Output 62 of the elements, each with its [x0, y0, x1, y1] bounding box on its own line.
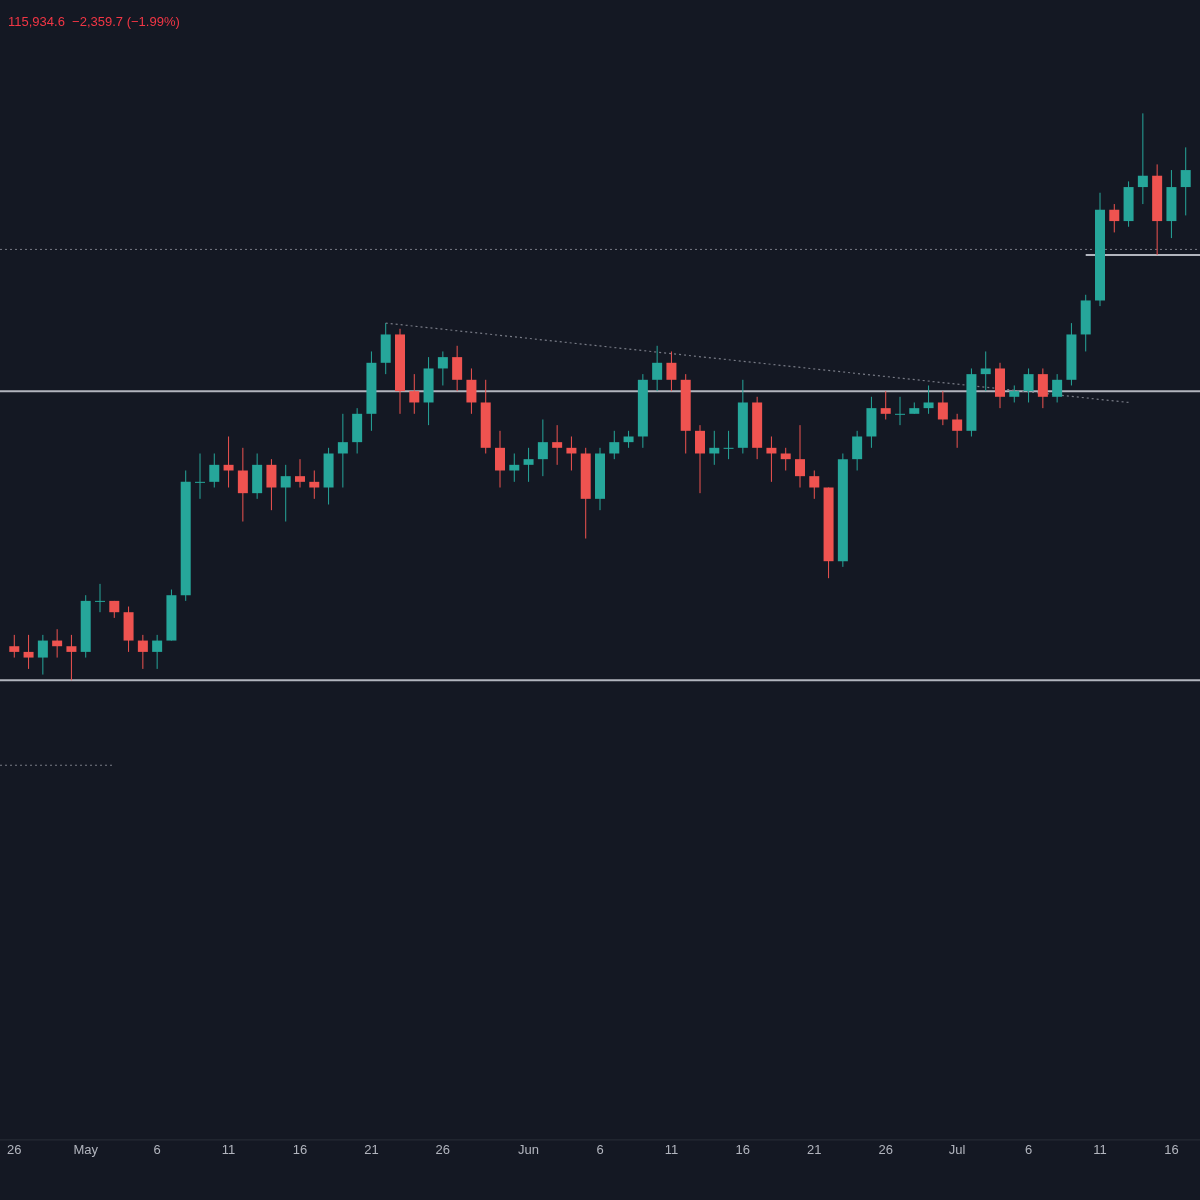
x-tick-label: Jul — [948, 1141, 966, 1157]
candlestick — [195, 452, 205, 500]
candlestick — [466, 367, 477, 415]
x-tick-label: May — [73, 1141, 99, 1157]
candlestick — [409, 373, 420, 415]
candlestick — [209, 452, 220, 488]
candlestick — [795, 424, 805, 488]
x-tick-label: 6 — [596, 1141, 604, 1157]
candlestick — [337, 413, 348, 488]
candlestick — [95, 583, 105, 613]
x-tick-label: 21 — [364, 1141, 379, 1157]
candlestick — [552, 424, 563, 466]
candlestick — [1109, 203, 1120, 233]
candlestick — [23, 634, 34, 670]
x-tick-label: 26 — [7, 1141, 22, 1157]
candlestick — [695, 424, 705, 494]
candlestick — [280, 464, 291, 523]
x-tick-label: 21 — [807, 1141, 822, 1157]
candlestick — [880, 390, 891, 420]
candlestick — [266, 458, 277, 511]
x-tick-label: 26 — [435, 1141, 451, 1157]
x-tick-label: 16 — [1164, 1141, 1179, 1157]
candlestick — [452, 345, 463, 392]
x-tick-label: 26 — [878, 1141, 893, 1157]
candlestick — [980, 350, 991, 392]
candlestick — [523, 447, 534, 483]
candlestick — [1052, 373, 1063, 403]
candlestick — [937, 390, 948, 426]
candlestick — [66, 634, 77, 681]
annotation: 115,934.6 −2,359.7 (−1.99%) — [8, 14, 180, 29]
candlestick — [309, 470, 320, 500]
x-tick-label: Jun — [518, 1141, 540, 1157]
candlestick — [1037, 367, 1048, 409]
candlestick — [809, 470, 820, 500]
candlestick — [137, 634, 148, 670]
x-tick-label: 11 — [664, 1141, 679, 1157]
candlestick — [1180, 146, 1191, 216]
candlestick — [495, 430, 505, 488]
candlestick — [952, 413, 963, 449]
candlestick — [1023, 367, 1034, 403]
candlestick — [652, 345, 663, 392]
candlestick — [537, 418, 548, 477]
candlestick — [437, 350, 448, 386]
x-tick-label: 11 — [1093, 1141, 1107, 1157]
candlestick — [295, 458, 305, 488]
candlestick — [37, 634, 48, 676]
candlestick — [666, 350, 677, 392]
candlestick — [723, 430, 734, 460]
x-tick-label: 16 — [292, 1141, 308, 1157]
candlestick — [1137, 112, 1148, 205]
candlestick — [923, 384, 934, 415]
candlestick — [852, 430, 863, 471]
candlestick — [152, 634, 163, 670]
x-tick-label: 16 — [735, 1141, 751, 1157]
candlestick — [237, 447, 248, 523]
candlestick — [895, 396, 905, 426]
candlestick — [609, 430, 620, 460]
candlestick — [780, 447, 791, 471]
x-tick-label: 11 — [221, 1141, 236, 1157]
x-tick-label: 6 — [153, 1141, 161, 1157]
x-tick-label: 6 — [1024, 1141, 1033, 1157]
candlestick — [9, 634, 20, 659]
